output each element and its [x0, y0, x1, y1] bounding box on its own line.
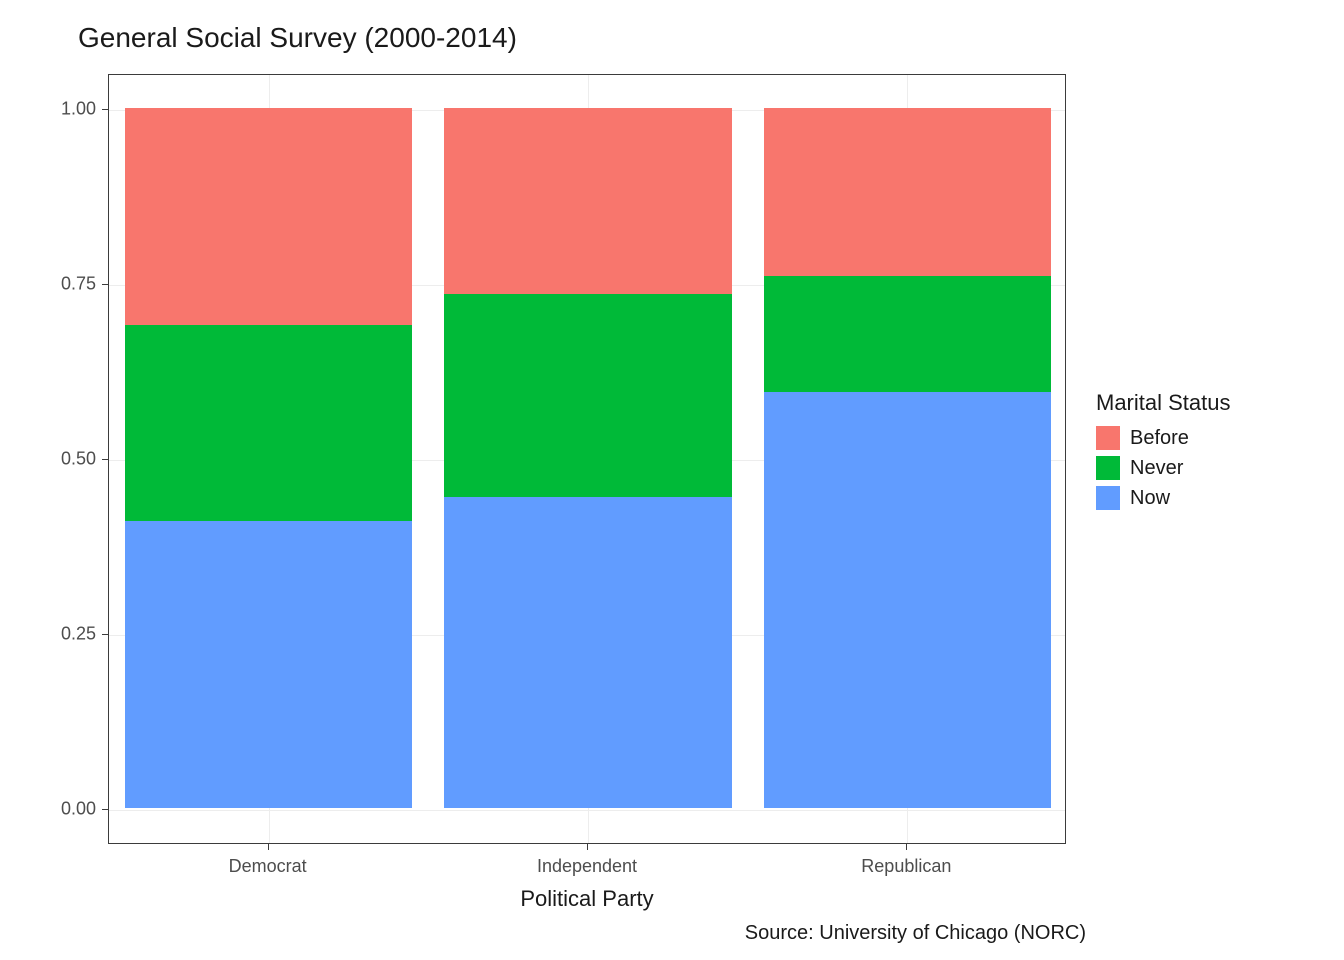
bar-segment-never: [125, 325, 412, 521]
legend-item: Before: [1096, 426, 1231, 450]
legend: Marital Status Before Never Now: [1096, 390, 1231, 516]
legend-label: Before: [1130, 427, 1189, 450]
bar-segment-before: [764, 108, 1051, 276]
y-tick-mark: [102, 109, 108, 110]
x-tick-label: Independent: [537, 856, 637, 877]
bar-segment-never: [764, 276, 1051, 392]
plot-panel: [108, 74, 1066, 844]
legend-label: Now: [1130, 487, 1170, 510]
x-tick-label: Democrat: [229, 856, 307, 877]
x-axis-title: Political Party: [108, 886, 1066, 912]
bar-segment-before: [444, 108, 731, 294]
legend-item: Now: [1096, 486, 1231, 510]
y-tick-mark: [102, 809, 108, 810]
y-tick-mark: [102, 459, 108, 460]
gridline-horizontal: [109, 810, 1065, 811]
y-tick-label: 0.25: [61, 624, 96, 645]
bar-column: [125, 108, 412, 808]
chart-container: General Social Survey (2000-2014) Politi…: [0, 0, 1344, 960]
chart-caption: Source: University of Chicago (NORC): [546, 922, 1086, 945]
legend-item: Never: [1096, 456, 1231, 480]
chart-title: General Social Survey (2000-2014): [78, 22, 517, 54]
y-tick-label: 1.00: [61, 99, 96, 120]
bar-segment-now: [444, 497, 731, 809]
legend-swatch: [1096, 426, 1120, 450]
y-tick-label: 0.75: [61, 274, 96, 295]
bar-segment-before: [125, 108, 412, 325]
legend-swatch: [1096, 486, 1120, 510]
bar-segment-never: [444, 294, 731, 497]
x-tick-label: Republican: [861, 856, 951, 877]
y-tick-label: 0.50: [61, 449, 96, 470]
x-tick-mark: [268, 844, 269, 850]
legend-swatch: [1096, 456, 1120, 480]
y-tick-mark: [102, 284, 108, 285]
legend-title: Marital Status: [1096, 390, 1231, 416]
y-tick-mark: [102, 634, 108, 635]
bar-column: [444, 108, 731, 808]
bar-column: [764, 108, 1051, 808]
bar-segment-now: [764, 392, 1051, 809]
x-tick-mark: [906, 844, 907, 850]
y-tick-label: 0.00: [61, 799, 96, 820]
bar-segment-now: [125, 521, 412, 808]
x-tick-mark: [587, 844, 588, 850]
legend-label: Never: [1130, 457, 1183, 480]
